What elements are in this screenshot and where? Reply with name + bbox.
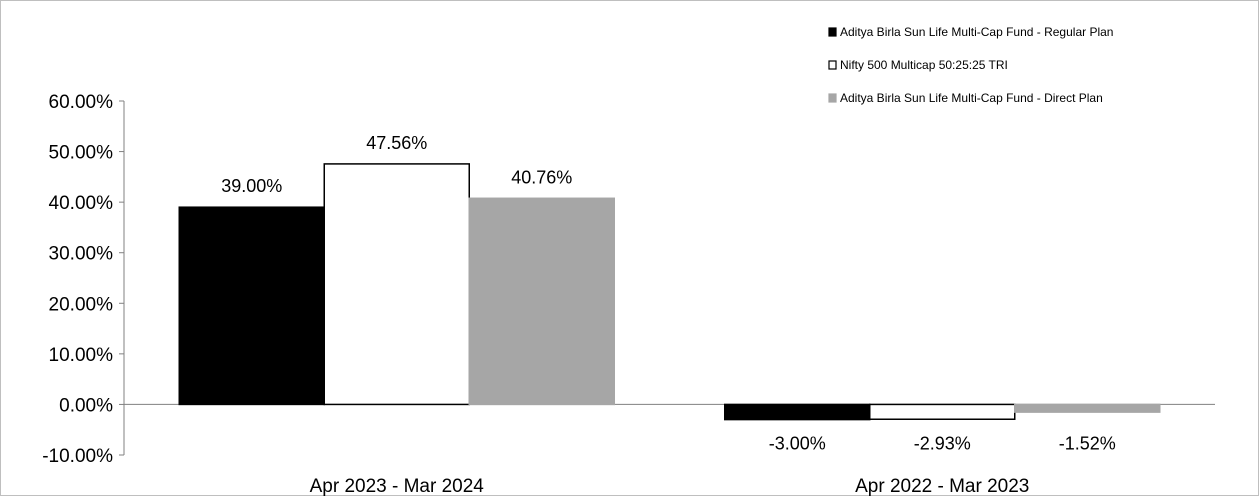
bar [869,403,1016,420]
x-category-label: Apr 2022 - Mar 2023 [855,476,1029,497]
legend-swatch [828,93,837,103]
bar [323,163,470,406]
y-tick-label: 40.00% [49,193,114,214]
bars [178,163,1161,421]
data-label: -2.93% [914,433,971,453]
bar [724,403,871,421]
y-tick-label: 20.00% [49,294,114,315]
axes: 60.00% 50.00% 40.00% 30.00% 20.00% 10.00% 0.00… [42,92,1215,497]
data-labels: 39.00% 47.56% 40.76% -3.00% -2.93% -1.52% [221,133,1116,454]
bar [178,206,325,406]
data-label: -3.00% [769,433,826,453]
data-label: -1.52% [1059,433,1116,453]
y-tick-label: -10.00% [42,446,113,467]
bar [468,197,615,406]
legend-swatch [828,60,837,70]
y-tick-label: 30.00% [49,244,114,265]
bar [1014,403,1161,413]
legend-swatch [828,27,837,37]
x-category-label: Apr 2023 - Mar 2024 [310,476,485,497]
y-tick-label: 0.00% [59,395,113,416]
legend-entry: Aditya Birla Sun Life Multi-Cap Fund - R… [840,25,1113,39]
legend-entry: Nifty 500 Multicap 50:25:25 TRI [840,58,1008,72]
legend: Aditya Birla Sun Life Multi-Cap Fund - R… [828,25,1113,105]
data-label: 40.76% [511,167,572,187]
y-tick-label: 60.00% [49,92,114,113]
y-tick-label: 50.00% [49,143,114,164]
legend-entry: Aditya Birla Sun Life Multi-Cap Fund - D… [840,91,1103,105]
data-label: 47.56% [366,133,427,153]
data-label: 39.00% [221,176,282,196]
y-tick-label: 10.00% [49,345,114,366]
